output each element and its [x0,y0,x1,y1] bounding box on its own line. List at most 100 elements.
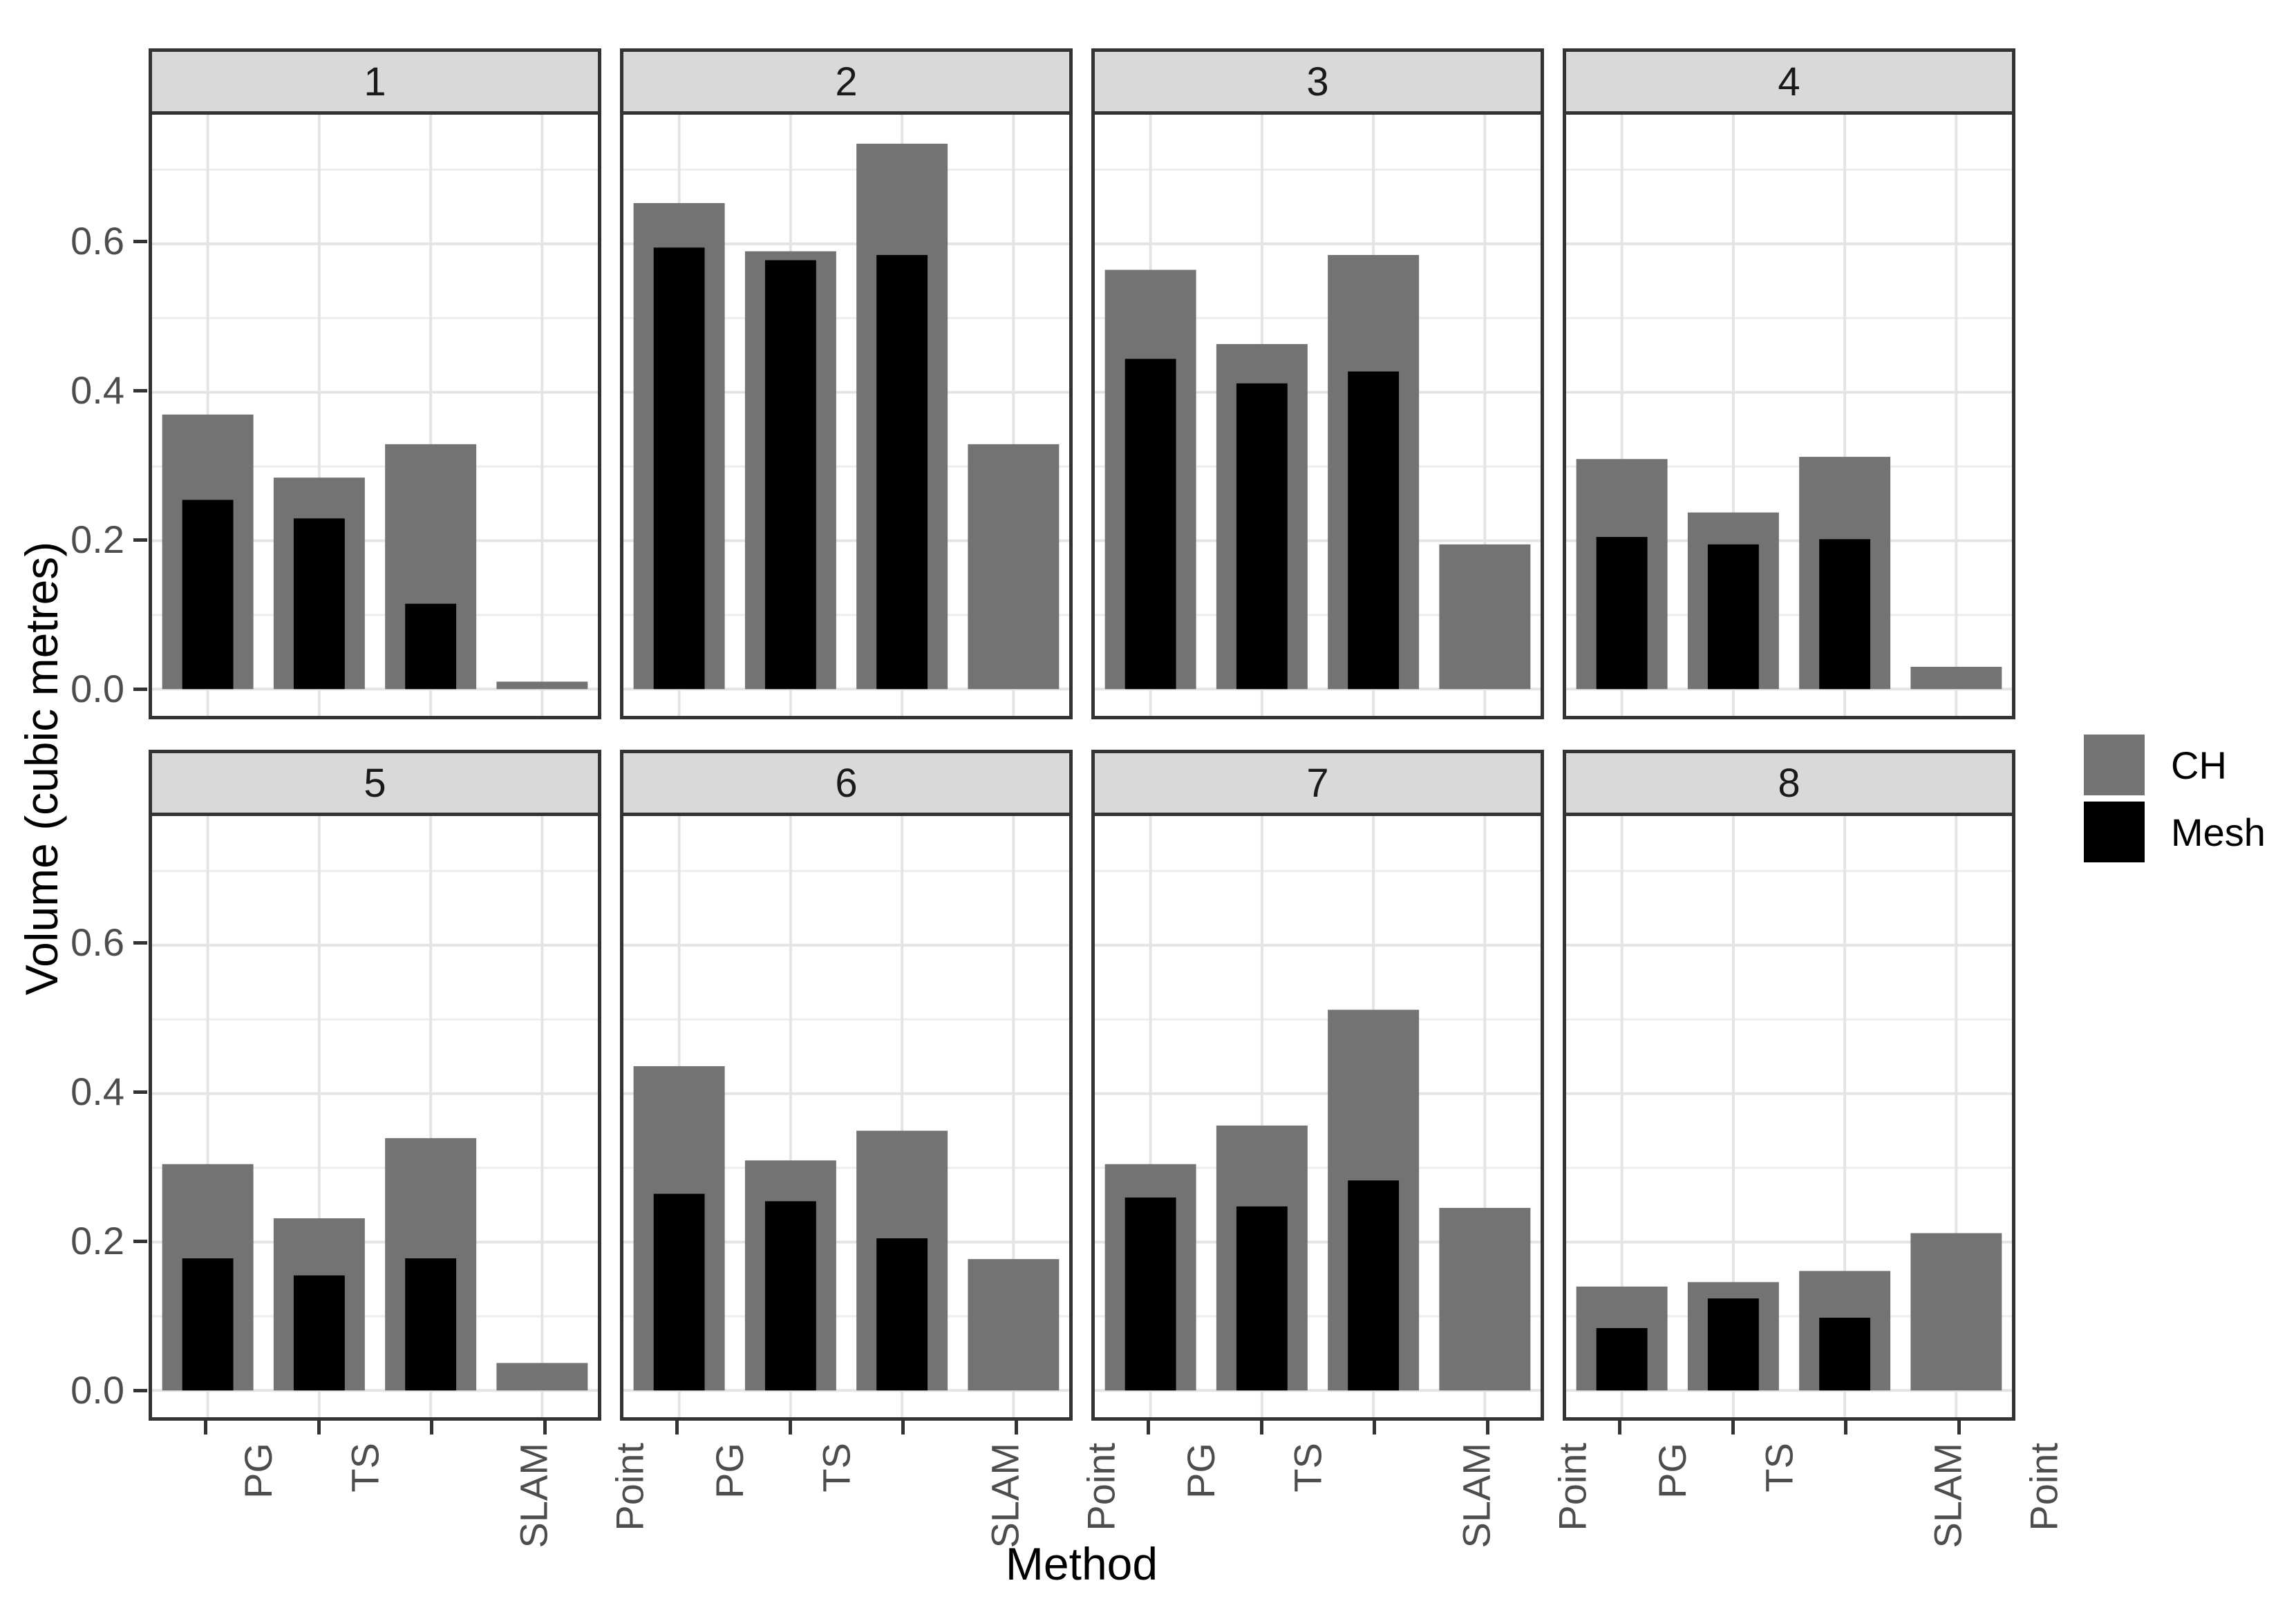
legend-item-ch: CH [2084,735,2227,795]
facet-plot-area [620,813,1073,1421]
facet-chart [1095,115,1541,716]
y-tick-label: 0.0 [70,1368,124,1412]
y-tick-label: 0.4 [70,1070,124,1113]
y-tick-label: 0.2 [70,518,124,561]
x-tick-mark [675,1421,679,1435]
bar-mesh-PG [1596,1328,1648,1391]
y-tick-mark [133,941,147,945]
facet-strip-label: 6 [620,750,1073,816]
bar-mesh-PG [182,500,234,690]
bar-mesh-PG [653,247,705,690]
facet-chart [152,816,598,1417]
facet-chart [1566,816,2012,1417]
legend-item-mesh: Mesh [2084,802,2266,862]
facet-strip-label: 3 [1091,48,1544,115]
x-tick-mark [203,1421,207,1435]
y-tick-label: 0.4 [70,368,124,412]
bar-mesh-TS [1236,383,1288,690]
facet-chart [623,115,1069,716]
x-axis-title: Method [1005,1538,1158,1589]
bar-mesh-SLAM [876,255,928,690]
facet-plot-area [149,111,601,719]
facet-strip-label: 8 [1563,750,2015,816]
bar-mesh-TS [1707,1298,1759,1391]
bar-ch-Point [496,1363,588,1391]
bar-mesh-TS [293,1275,345,1391]
x-tick-label: TS [1757,1443,1801,1493]
bar-ch-Point [1439,544,1531,690]
facet-plot-area [1563,813,2015,1421]
x-tick-label: TS [343,1443,387,1493]
x-tick-label: SLAM [983,1443,1027,1549]
x-tick-mark [1957,1421,1961,1435]
x-tick-mark [1015,1421,1019,1435]
legend-label-ch: CH [2171,743,2227,787]
x-tick-label: PG [1650,1443,1694,1499]
legend-swatch-mesh [2084,802,2145,862]
facet-chart [623,816,1069,1417]
x-tick-mark [543,1421,547,1435]
legend-swatch-ch [2084,735,2145,795]
x-tick-mark [1844,1421,1848,1435]
bar-mesh-SLAM [1819,539,1871,690]
y-tick-mark [133,538,147,542]
y-tick-label: 0.6 [70,920,124,964]
y-tick-mark [133,688,147,691]
x-tick-label: PG [236,1443,280,1499]
bar-ch-Point [496,681,588,690]
facet-strip-label: 4 [1563,48,2015,115]
y-tick-label: 0.6 [70,219,124,263]
x-tick-label: TS [1286,1443,1330,1493]
facet-strip-label: 5 [149,750,601,816]
facet-chart [1566,115,2012,716]
bar-mesh-PG [1596,537,1648,690]
facet-plot-area [1091,111,1544,719]
x-tick-label: Point [1550,1443,1594,1531]
x-tick-label: Point [2022,1443,2066,1531]
x-tick-label: PG [707,1443,751,1499]
bar-mesh-PG [1125,359,1176,690]
facet-plot-area [1563,111,2015,719]
facet-plot-area [149,813,601,1421]
x-tick-label: SLAM [1926,1443,1970,1549]
x-tick-mark [1486,1421,1490,1435]
bar-ch-Point [1910,667,2002,690]
bar-mesh-TS [293,518,345,690]
x-tick-mark [788,1421,792,1435]
x-tick-mark [1373,1421,1377,1435]
x-tick-label: Point [1079,1443,1123,1531]
bar-mesh-TS [1236,1206,1288,1391]
y-tick-mark [133,1389,147,1392]
bar-ch-Point [968,444,1060,690]
facet-strip-label: 1 [149,48,601,115]
y-tick-label: 0.2 [70,1219,124,1262]
bar-mesh-SLAM [1348,1180,1400,1391]
bar-mesh-PG [1125,1197,1176,1391]
y-tick-mark [133,1090,147,1094]
bar-mesh-TS [764,260,816,690]
facet-plot-area [620,111,1073,719]
legend-label-mesh: Mesh [2171,810,2266,854]
bar-mesh-TS [764,1201,816,1391]
y-tick-mark [133,240,147,243]
x-tick-mark [1731,1421,1735,1435]
bar-ch-Point [968,1259,1060,1391]
x-tick-mark [1259,1421,1263,1435]
facet-chart [1095,816,1541,1417]
x-tick-mark [901,1421,905,1435]
bar-mesh-TS [1707,544,1759,690]
facet-strip-label: 2 [620,48,1073,115]
x-tick-label: Point [608,1443,652,1531]
bar-mesh-PG [182,1258,234,1391]
y-tick-mark [133,1240,147,1243]
x-tick-label: SLAM [1454,1443,1498,1549]
bar-mesh-SLAM [1348,371,1400,690]
facet-plot-area [1091,813,1544,1421]
x-tick-label: SLAM [511,1443,556,1549]
y-tick-mark [133,389,147,392]
facet-chart [152,115,598,716]
x-tick-mark [317,1421,321,1435]
bar-mesh-PG [653,1193,705,1391]
y-tick-label: 0.0 [70,667,124,710]
bar-mesh-SLAM [876,1238,928,1391]
